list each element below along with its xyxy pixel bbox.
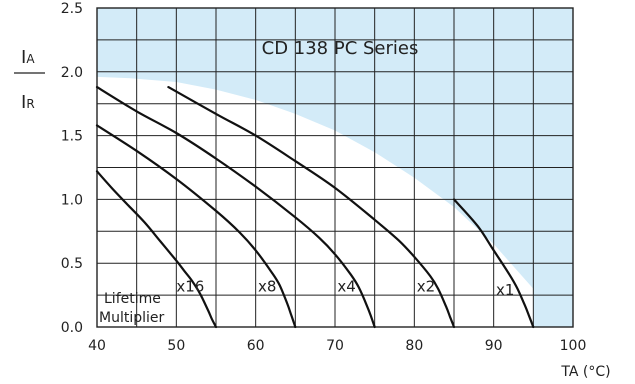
grid-layer xyxy=(96,7,574,328)
y-tick-label: 0.5 xyxy=(61,256,83,272)
y-tick-label: 1.0 xyxy=(61,192,83,208)
y-label-top-main: I xyxy=(21,47,26,68)
y-tick-label: 2.0 xyxy=(61,65,83,81)
y-label-bottom-main: I xyxy=(21,92,26,113)
curve-layer xyxy=(95,86,535,329)
curve-x8 xyxy=(95,124,297,329)
x-tick-label: 100 xyxy=(560,338,587,354)
annotation-x2: x2 xyxy=(417,277,435,295)
y-tick-label: 1.5 xyxy=(61,129,83,145)
curve-x4 xyxy=(95,86,376,329)
x-axis-label: TA (°C) xyxy=(560,364,610,380)
corner-label-line-2: Multiplier xyxy=(99,310,165,326)
y-tick-label: 0.0 xyxy=(61,320,83,336)
annotation-x4: x4 xyxy=(337,277,355,295)
curve-x1 xyxy=(452,198,535,329)
plot-frame xyxy=(96,7,574,328)
y-label-top: IA xyxy=(21,47,35,68)
annotation-x1: x1 xyxy=(496,281,514,299)
x-tick-label: 50 xyxy=(167,338,185,354)
y-tick-label: 2.5 xyxy=(61,1,83,17)
chart-title: CD 138 PC Series xyxy=(262,38,419,59)
x-tick-label: 70 xyxy=(326,338,344,354)
y-label-bottom-sub: R xyxy=(26,97,34,111)
x-tick-label: 90 xyxy=(485,338,503,354)
annotation-x8: x8 xyxy=(258,277,276,295)
x-tick-label: 60 xyxy=(247,338,265,354)
curve-x2 xyxy=(167,86,456,329)
x-tick-label: 40 xyxy=(88,338,106,354)
y-label-bottom: IR xyxy=(21,92,35,113)
text-layer: CD 138 PC Series IA IR TA (°C) Lifetime … xyxy=(14,1,611,380)
curve-x16 xyxy=(95,170,218,329)
annotation-x16: x16 xyxy=(176,277,204,295)
x-tick-label: 80 xyxy=(405,338,423,354)
y-label-top-sub: A xyxy=(26,52,35,66)
corner-label-line-1: Lifetime xyxy=(104,291,161,307)
corner-label: Lifetime Multiplier xyxy=(99,291,165,326)
